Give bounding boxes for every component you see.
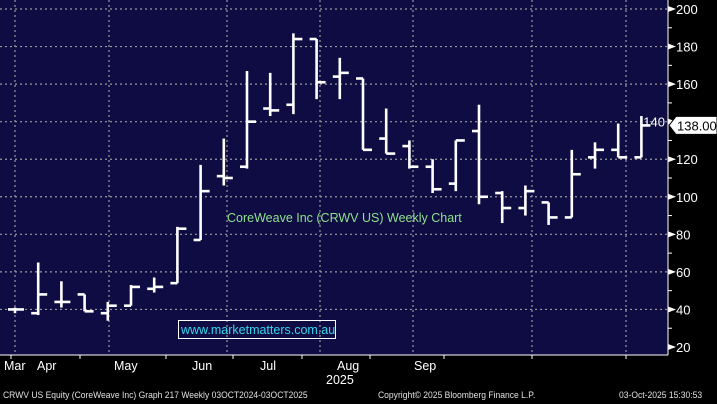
y-tick-marker [668,231,676,238]
x-month-label: Jun [192,359,212,373]
y-tick-label: 120 [676,152,698,167]
last-price-tag [668,115,717,135]
y-tick-label: 40 [676,302,690,317]
footer-copyright: Copyright© 2025 Bloomberg Finance L.P. [378,390,536,401]
chart-title: CoreWeave Inc (CRWV US) Weekly Chart [227,211,462,225]
x-month-label: Aug [337,359,359,373]
y-tick-marker [668,268,676,275]
footer-security-info: CRWV US Equity (CoreWeave Inc) Graph 217… [3,390,308,401]
y-tick-label: 140 [643,115,665,130]
price-chart: 20 40 60 80 100 120 140 160 180 200 138.00 CoreWeav… [0,0,717,387]
y-tick-marker [668,156,676,163]
y-tick-label: 20 [676,340,690,355]
y-tick-marker [668,81,676,88]
x-month-label: Jul [260,359,276,373]
y-tick-label: 200 [676,2,698,17]
y-tick-label: 160 [676,77,698,92]
y-tick-marker [668,344,676,350]
x-month-label: Mar [4,359,26,373]
y-tick-label: 180 [676,40,698,55]
watermark-text: www.marketmatters.com.au [180,323,335,337]
y-tick-label: 100 [676,190,698,205]
y-tick-marker [668,6,676,12]
y-tick-label: 80 [676,227,690,242]
y-tick-marker [668,306,676,313]
x-axis-year: 2025 [326,373,354,387]
y-tick-label: 60 [676,265,690,280]
footer-timestamp: 03-Oct-2025 15:30:53 [619,390,703,401]
plot-area [0,0,668,355]
x-month-label: Sep [414,359,436,373]
x-month-label: May [114,359,138,373]
watermark-box [178,320,336,339]
last-price-label: 138.00 [677,118,717,133]
y-tick-marker [668,193,676,200]
y-tick-marker [668,43,676,50]
x-month-label: Apr [37,359,56,373]
